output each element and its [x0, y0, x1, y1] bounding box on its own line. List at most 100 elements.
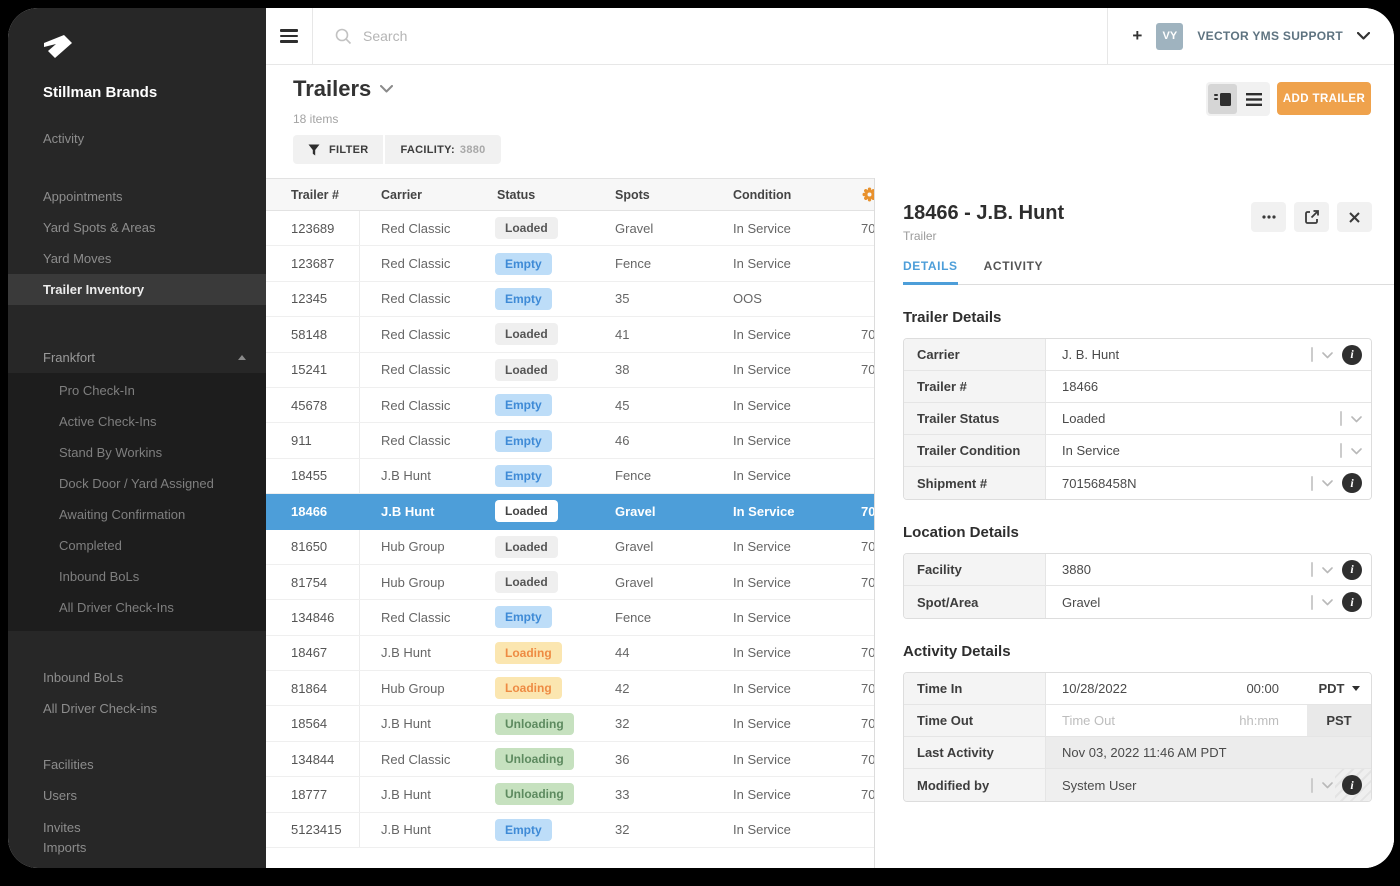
chevron-down-icon[interactable]	[1322, 561, 1333, 579]
sidebar-item-trailer-inventory[interactable]: Trailer Inventory	[8, 274, 266, 305]
split-view-button[interactable]	[1208, 84, 1237, 114]
cell-carrier: J.B Hunt	[381, 645, 431, 661]
info-icon[interactable]: i	[1342, 473, 1362, 493]
sidebar-item-all-driver-check-ins[interactable]: All Driver Check-ins	[43, 701, 158, 716]
table-row-18466[interactable]: 18466 J.B Hunt Loaded Gravel In Service 70166…	[266, 494, 874, 530]
timezone-select[interactable]: PDT	[1307, 673, 1371, 704]
sidebar-subitem-inbound-bols[interactable]: Inbound BoLs	[59, 569, 140, 584]
sidebar-subitem-active-check-ins[interactable]: Active Check-Ins	[59, 414, 157, 429]
sidebar-item-yard-spots-areas[interactable]: Yard Spots & Areas	[43, 220, 156, 235]
date-value[interactable]: 10/28/2022	[1062, 681, 1128, 696]
table-row-58148[interactable]: 58148 Red Classic Loaded 41 In Service 701568	[266, 317, 874, 353]
field-value[interactable]: 3880	[1046, 554, 1311, 585]
table-row-18467[interactable]: 18467 J.B Hunt Loading 44 In Service 701666	[266, 635, 874, 672]
close-panel-button[interactable]	[1337, 202, 1372, 232]
open-in-new-button[interactable]	[1294, 202, 1329, 232]
table-row-134844[interactable]: 134844 Red Classic Unloading 36 In Service 70…	[266, 741, 874, 778]
field-value[interactable]: Time Out hh:mm	[1046, 705, 1307, 736]
table-row-81650[interactable]: 81650 Hub Group Loaded Gravel In Service 7016…	[266, 529, 874, 565]
add-account-button[interactable]: +	[1132, 26, 1143, 45]
sidebar-item-invites[interactable]: Invites	[43, 819, 81, 835]
table-row-45678[interactable]: 45678 Red Classic Empty 45 In Service	[266, 387, 874, 424]
table-row-911[interactable]: 911 Red Classic Empty 46 In Service	[266, 423, 874, 459]
tab-details[interactable]: DETAILS	[903, 259, 958, 285]
field-value[interactable]: Loaded	[1046, 403, 1340, 434]
table-row-18455[interactable]: 18455 J.B Hunt Empty Fence In Service	[266, 458, 874, 495]
column-header-spots[interactable]: Spots	[615, 187, 650, 202]
info-icon[interactable]: i	[1342, 775, 1362, 795]
sidebar-subitem-completed[interactable]: Completed	[59, 538, 122, 553]
field-value[interactable]: Gravel	[1046, 586, 1311, 618]
table-row-5123415[interactable]: 5123415 J.B Hunt Empty 32 In Service	[266, 812, 874, 849]
chevron-down-icon[interactable]	[1351, 410, 1362, 428]
field-value[interactable]: System User	[1046, 769, 1311, 801]
sidebar-subitem-pro-check-in[interactable]: Pro Check-In	[59, 383, 135, 398]
field-value[interactable]: J. B. Hunt	[1046, 339, 1311, 370]
sidebar-item-appointments[interactable]: Appointments	[43, 189, 123, 204]
chevron-down-icon[interactable]	[1322, 776, 1333, 794]
sidebar-item-activity[interactable]: Activity	[43, 131, 85, 146]
table-settings-button[interactable]	[861, 186, 888, 203]
column-header-condition[interactable]: Condition	[733, 187, 792, 202]
field-value[interactable]: 701568458N	[1046, 467, 1311, 499]
sidebar-item-yard-moves[interactable]: Yard Moves	[43, 251, 112, 266]
info-icon[interactable]: i	[1342, 344, 1362, 365]
search-input[interactable]	[363, 28, 783, 44]
column-header-trailer[interactable]: Trailer #	[291, 187, 339, 202]
sidebar-subitem-awaiting-confirmation[interactable]: Awaiting Confirmation	[59, 507, 186, 522]
info-icon[interactable]: i	[1342, 559, 1362, 580]
sidebar-subitem-dock-door-yard-assigned[interactable]: Dock Door / Yard Assigned	[59, 476, 214, 491]
chevron-down-icon[interactable]	[1351, 442, 1362, 460]
value-text[interactable]: Gravel	[1062, 594, 1101, 610]
table-row-123689[interactable]: 123689 Red Classic Loaded Gravel In Service 7…	[266, 211, 874, 247]
table-row-81864[interactable]: 81864 Hub Group Loading 42 In Service 701587	[266, 671, 874, 707]
table-row-81754[interactable]: 81754 Hub Group Loaded Gravel In Service 7017…	[266, 564, 874, 601]
cell-shipment: 701568	[861, 716, 874, 732]
filter-button[interactable]: FILTER	[293, 135, 384, 164]
time-placeholder[interactable]: hh:mm	[1239, 713, 1279, 728]
table-row-15241[interactable]: 15241 Red Classic Loaded 38 In Service 701568	[266, 352, 874, 388]
sidebar-item-imports[interactable]: Imports	[43, 839, 87, 855]
sidebar-item-inbound-bols[interactable]: Inbound BoLs	[43, 670, 124, 685]
date-placeholder[interactable]: Time Out	[1062, 713, 1115, 728]
table-row-18564[interactable]: 18564 J.B Hunt Unloading 32 In Service 701568	[266, 706, 874, 742]
field-value[interactable]: In Service	[1046, 435, 1340, 466]
time-value[interactable]: 00:00	[1246, 681, 1279, 696]
menu-button[interactable]	[266, 8, 313, 64]
cell-condition: In Service	[733, 751, 791, 767]
chevron-down-icon[interactable]	[1322, 593, 1333, 611]
sidebar-subitem-all-driver-check-ins[interactable]: All Driver Check-Ins	[59, 600, 174, 615]
page-title-dropdown[interactable]: Trailers	[293, 76, 394, 102]
value-text[interactable]: 3880	[1062, 562, 1091, 577]
column-header-status[interactable]: Status	[497, 187, 536, 202]
field-value[interactable]: 18466	[1046, 371, 1371, 402]
value-text[interactable]: Loaded	[1062, 411, 1106, 426]
sidebar-item-facilities[interactable]: Facilities	[43, 757, 94, 772]
more-actions-button[interactable]	[1251, 202, 1286, 232]
value-text[interactable]: J. B. Hunt	[1062, 347, 1120, 362]
info-icon[interactable]: i	[1342, 592, 1362, 612]
value-text[interactable]: In Service	[1062, 443, 1120, 458]
value-text[interactable]: 701568458N	[1062, 475, 1137, 491]
table-row-134846[interactable]: 134846 Red Classic Empty Fence In Service	[266, 600, 874, 636]
table-row-18777[interactable]: 18777 J.B Hunt Unloading 33 In Service 701600	[266, 777, 874, 813]
value-text[interactable]: 18466	[1062, 379, 1099, 394]
table-row-123687[interactable]: 123687 Red Classic Empty Fence In Service	[266, 246, 874, 282]
list-view-button[interactable]	[1239, 84, 1268, 114]
sidebar-facility-header[interactable]: Frankfort	[8, 342, 266, 373]
account-menu[interactable]: + VY VECTOR YMS SUPPORT	[1107, 8, 1394, 64]
sidebar-item-users[interactable]: Users	[43, 788, 77, 803]
chevron-down-icon[interactable]	[1322, 346, 1333, 364]
sidebar-subitem-stand-by-workins[interactable]: Stand By Workins	[59, 445, 163, 460]
value-text[interactable]: System User	[1062, 777, 1137, 793]
tab-activity[interactable]: ACTIVITY	[983, 259, 1044, 273]
field-value[interactable]: 10/28/2022 00:00	[1046, 673, 1307, 704]
column-header-carrier[interactable]: Carrier	[381, 187, 422, 202]
facility-filter-chip[interactable]: FACILITY: 3880	[385, 135, 501, 164]
chevron-down-icon[interactable]	[1322, 474, 1333, 492]
add-trailer-button[interactable]: ADD TRAILER	[1277, 82, 1371, 115]
cell-carrier: Hub Group	[381, 574, 445, 590]
table-row-12345[interactable]: 12345 Red Classic Empty 35 OOS	[266, 281, 874, 318]
cell-trailer-number: 81754	[266, 564, 360, 600]
status-badge: Unloading	[495, 712, 574, 735]
